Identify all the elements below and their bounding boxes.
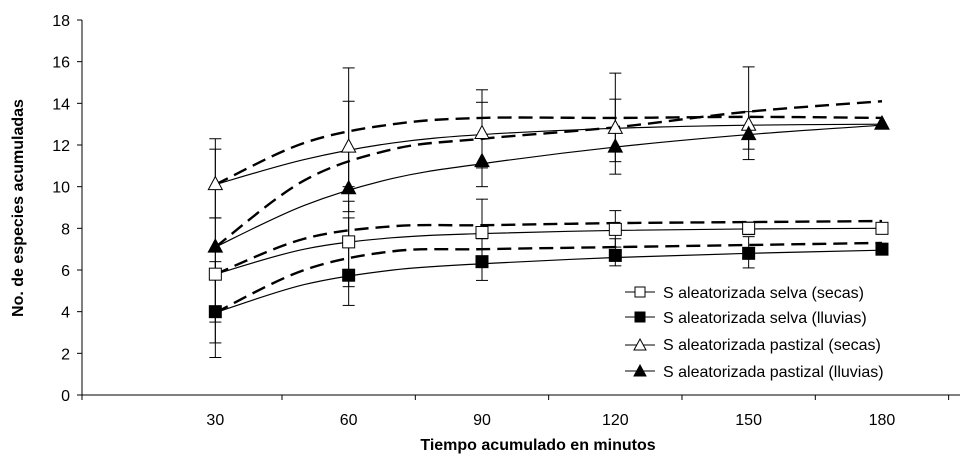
legend: S aleatorizada selva (secas) S aleatoriz… — [613, 278, 952, 382]
legend-marker-open-triangle — [633, 337, 647, 351]
data-point — [474, 152, 490, 168]
legend-item-selva-lluvias: S aleatorizada selva (lluvias) — [625, 310, 867, 327]
data-markers — [207, 115, 890, 319]
dashed-curve — [214, 219, 882, 276]
y-tick-label: 16 — [52, 55, 70, 72]
y-tick-label: 14 — [52, 96, 70, 113]
legend-label: S aleatorizada pastizal (lluvias) — [663, 364, 884, 381]
x-tick-label: 30 — [206, 412, 224, 429]
data-point — [342, 235, 356, 249]
data-point — [607, 138, 624, 153]
legend-item-pastizal-lluvias: S aleatorizada pastizal (lluvias) — [625, 363, 884, 381]
data-point — [340, 138, 357, 153]
data-point — [742, 246, 756, 260]
y-tick-label: 8 — [61, 221, 70, 238]
dashed-curve — [214, 100, 883, 249]
x-axis-title: Tiempo acumulado en minutos — [420, 437, 655, 454]
x-tick-label: 60 — [340, 412, 358, 429]
data-point — [340, 179, 357, 195]
axes — [77, 19, 960, 400]
x-tick-label: 150 — [735, 412, 762, 429]
data-point — [608, 248, 622, 262]
y-tick-label: 10 — [52, 180, 70, 197]
dashed-curve — [214, 241, 882, 314]
data-point — [740, 125, 757, 141]
y-tick-label: 2 — [61, 346, 70, 363]
y-tick-label: 4 — [61, 305, 70, 322]
data-point — [875, 221, 889, 235]
x-tick-label: 120 — [602, 412, 629, 429]
data-point — [874, 115, 890, 130]
data-point — [474, 124, 490, 140]
data-point — [208, 267, 222, 281]
data-point — [475, 226, 489, 239]
data-point — [742, 221, 756, 235]
x-tick-label: 90 — [473, 412, 491, 429]
data-point — [208, 305, 222, 319]
legend-marker-filled-triangle — [633, 363, 647, 377]
data-point — [207, 175, 224, 191]
y-tick-label: 6 — [61, 263, 70, 280]
legend-marker-filled-square — [634, 311, 646, 323]
data-point — [608, 222, 622, 236]
y-axis-title: No. de especies acumuladas — [10, 99, 27, 317]
data-point — [207, 238, 224, 253]
data-point — [875, 242, 889, 256]
legend-marker-open-square — [634, 286, 646, 298]
legend-item-pastizal-secas: S aleatorizada pastizal (secas) — [625, 337, 881, 354]
data-point — [342, 268, 356, 282]
data-point — [475, 255, 489, 269]
legend-label: S aleatorizada selva (lluvias) — [663, 310, 867, 327]
x-tick-label: 180 — [869, 412, 896, 429]
legend-label: S aleatorizada selva (secas) — [663, 285, 864, 302]
legend-item-selva-secas: S aleatorizada selva (secas) — [625, 285, 864, 302]
tick-labels: 0 2 4 6 8 10 12 14 16 18 30 60 90 120 150 180 — [52, 13, 895, 429]
data-point — [607, 119, 624, 134]
legend-box — [613, 278, 952, 382]
y-tick-label: 18 — [52, 13, 70, 30]
legend-label: S aleatorizada pastizal (secas) — [663, 337, 881, 354]
dashed-curve — [214, 115, 882, 186]
y-tick-label: 0 — [61, 388, 70, 405]
y-tick-label: 12 — [52, 138, 70, 155]
